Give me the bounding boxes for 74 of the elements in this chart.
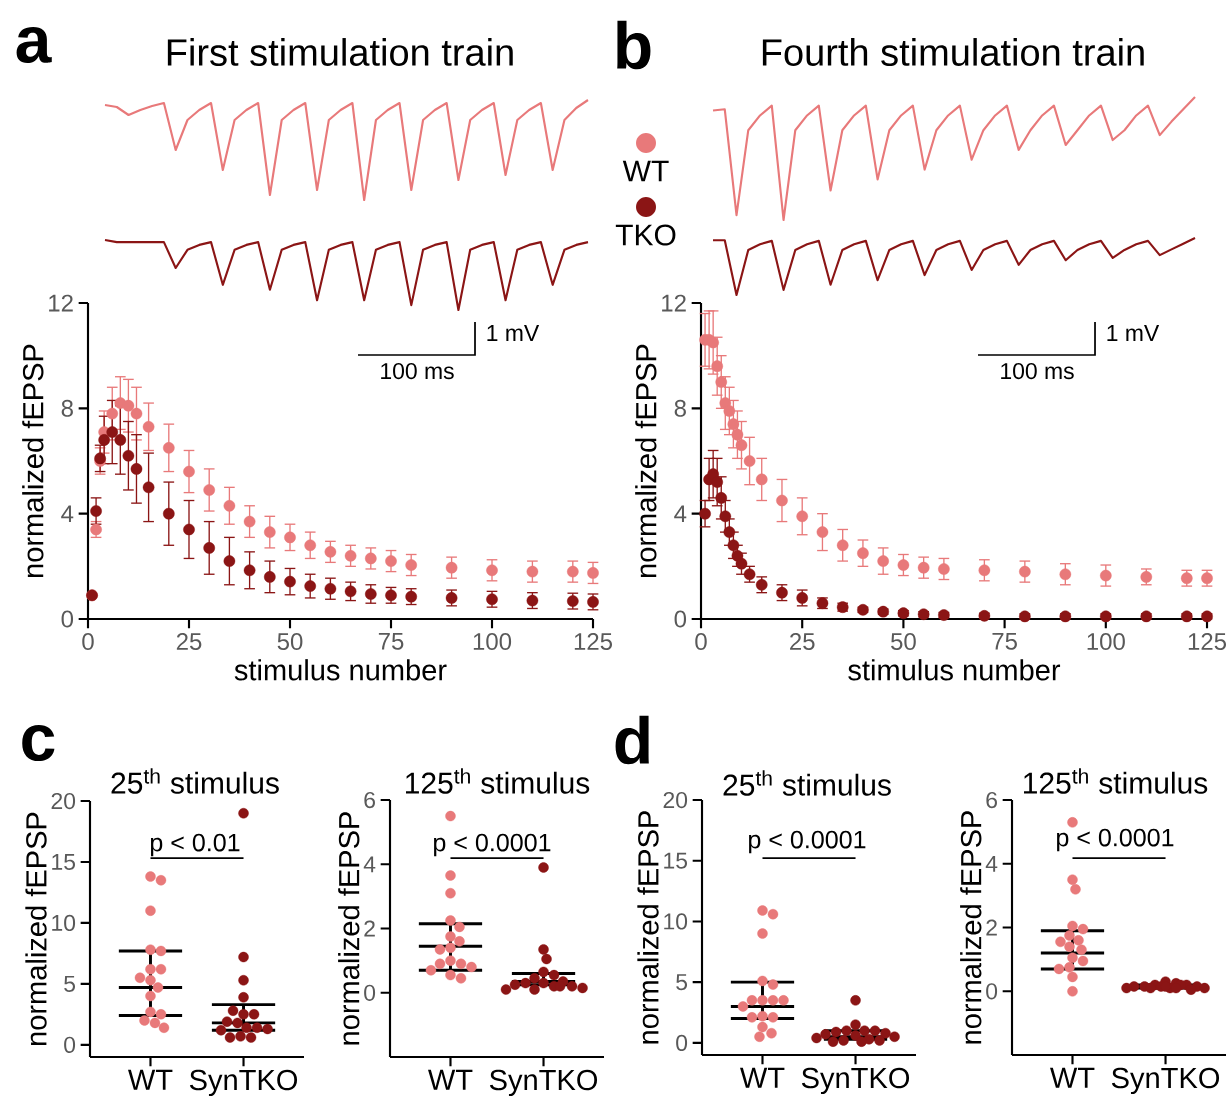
text: b — [617, 20, 651, 70]
y-tick-label: 0 — [676, 1034, 688, 1051]
x-tick-label: 75 — [378, 633, 404, 650]
y-tick-label: 0 — [986, 983, 998, 1000]
x-tick-label: 0 — [695, 633, 707, 651]
y-axis-title: normalized fEPSP — [22, 344, 44, 578]
y-tick-label: 8 — [61, 399, 73, 417]
chart-title: First stimulation train — [167, 38, 513, 66]
y-tick-label: 12 — [49, 294, 73, 312]
x-tick-label: 100 — [473, 633, 512, 651]
y-tick-label: 20 — [51, 792, 76, 810]
y-tick-label: 4 — [363, 856, 376, 873]
y-tick-label: 6 — [986, 791, 997, 809]
chart-title: Fourth stimulation train — [762, 38, 1144, 66]
y-tick-label: 20 — [663, 791, 688, 809]
x-tick-label: SynTKO — [1111, 1067, 1220, 1095]
annotation: 100 ms — [381, 362, 454, 380]
chart-title: 25$^{th}$ stimulus — [723, 770, 891, 796]
x-tick-label: 0 — [82, 633, 94, 651]
chart-title: 125$^{th}$ stimulus — [1024, 768, 1208, 794]
x-tick-label: WT — [128, 1069, 173, 1090]
y-tick-label: 12 — [662, 294, 686, 312]
y-tick-label: 5 — [64, 975, 76, 992]
y-tick-label: 4 — [674, 505, 687, 522]
annotation: p < 0.0001 — [434, 833, 551, 857]
y-tick-label: 4 — [985, 855, 998, 872]
text: a — [16, 26, 52, 64]
x-tick-label: 25 — [790, 633, 815, 651]
y-tick-label: 5 — [676, 974, 688, 991]
y-tick-label: 10 — [664, 913, 688, 930]
y-tick-label: 15 — [664, 852, 688, 869]
x-axis-title: stimulus number — [848, 659, 1061, 681]
x-tick-label: WT — [428, 1069, 473, 1090]
x-axis-title: stimulus number — [234, 659, 447, 681]
y-axis-title: normalized fEPSP — [635, 344, 657, 578]
y-axis-title: normalized fEPSP — [338, 812, 360, 1045]
y-tick-label: 15 — [52, 853, 76, 870]
annotation: 100 ms — [1001, 362, 1074, 380]
y-tick-label: 10 — [52, 914, 76, 932]
x-tick-label: 125 — [1188, 633, 1227, 651]
y-tick-label: 6 — [364, 791, 375, 809]
y-axis-title: normalized fEPSP — [25, 812, 47, 1046]
y-tick-label: 8 — [674, 399, 686, 417]
y-tick-label: 2 — [364, 920, 375, 937]
chart-title: 125$^{th}$ stimulus — [406, 768, 590, 794]
x-tick-label: SynTKO — [189, 1069, 298, 1097]
x-tick-label: 75 — [992, 633, 1017, 650]
text: d — [615, 715, 649, 765]
x-tick-label: 125 — [574, 633, 613, 651]
chart-title: 25$^{th}$ stimulus — [111, 768, 279, 794]
annotation: p < 0.0001 — [749, 830, 866, 854]
annotation: 1 mV — [1107, 325, 1160, 341]
x-tick-label: SynTKO — [801, 1067, 910, 1095]
x-tick-label: 25 — [176, 633, 202, 651]
y-tick-label: 0 — [64, 1036, 76, 1053]
annotation: p < 0.01 — [150, 833, 240, 857]
y-tick-label: 0 — [674, 610, 687, 628]
x-tick-label: 100 — [1087, 633, 1125, 651]
y-tick-label: 4 — [61, 505, 74, 522]
x-tick-label: WT — [740, 1067, 785, 1088]
legend-label: WT — [622, 160, 669, 182]
y-tick-label: 0 — [364, 984, 376, 1001]
legend-label: TKO — [615, 224, 676, 246]
annotation: 1 mV — [487, 325, 540, 341]
text: c — [22, 724, 55, 762]
x-tick-label: WT — [1050, 1067, 1095, 1088]
x-tick-label: 50 — [277, 633, 303, 651]
y-axis-title: normalized fEPSP — [960, 811, 982, 1044]
x-tick-label: SynTKO — [489, 1069, 598, 1097]
y-axis-title: normalized fEPSP — [637, 811, 659, 1044]
y-tick-label: 2 — [986, 919, 997, 936]
x-tick-label: 50 — [891, 633, 916, 651]
y-tick-label: 0 — [61, 610, 74, 628]
annotation: p < 0.0001 — [1057, 828, 1174, 852]
